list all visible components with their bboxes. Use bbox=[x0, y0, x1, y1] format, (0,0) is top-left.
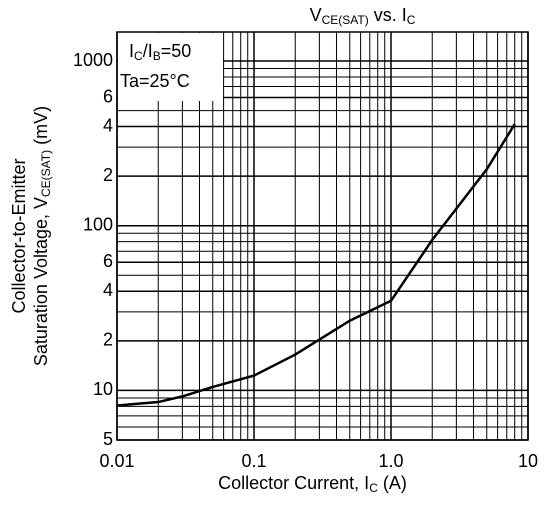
chart-title-part: CE(SAT) bbox=[322, 13, 369, 27]
x-tick-label: 0.1 bbox=[241, 451, 266, 471]
x-axis-title-part: Collector Current, I bbox=[218, 473, 369, 493]
y-tick-label: 6 bbox=[103, 251, 113, 271]
annotation-part: =50 bbox=[161, 41, 192, 61]
y-tick-label: 2 bbox=[103, 165, 113, 185]
y-axis-title-part: (mV) bbox=[31, 106, 51, 150]
y-axis-title: Collector-to-Emitter bbox=[9, 158, 29, 313]
x-axis-title-part: C bbox=[369, 481, 378, 495]
annotation-box bbox=[118, 33, 223, 101]
y-tick-label: 10 bbox=[93, 379, 113, 399]
y-tick-label: 6 bbox=[103, 86, 113, 106]
y-axis-title: Saturation Voltage, VCE(SAT) (mV) bbox=[31, 106, 53, 366]
annotation-part: B bbox=[153, 49, 161, 63]
y-axis-title-part: Collector-to-Emitter bbox=[9, 158, 29, 313]
y-tick-label: 4 bbox=[103, 115, 113, 135]
plot-frame bbox=[116, 31, 529, 441]
x-tick-label: 1.0 bbox=[378, 451, 403, 471]
x-tick-label: 10 bbox=[518, 451, 538, 471]
data-line bbox=[116, 123, 516, 407]
y-axis-title-part: Saturation Voltage, V bbox=[31, 197, 51, 366]
y-tick-label: 2 bbox=[103, 330, 113, 350]
chart-title-part: vs. I bbox=[369, 5, 407, 25]
y-axis-title-part: CE(SAT) bbox=[39, 150, 53, 197]
chart-title-part: V bbox=[310, 5, 322, 25]
annotation-part: I bbox=[129, 41, 134, 61]
y-tick-label: 5 bbox=[103, 429, 113, 449]
annotation-part: C bbox=[134, 49, 143, 63]
annotation: Ta=25°C bbox=[120, 71, 190, 91]
annotation: IC/IB=50 bbox=[129, 41, 191, 63]
annotation-part: /I bbox=[143, 41, 153, 61]
y-tick-label: 1000 bbox=[73, 50, 113, 70]
x-axis-title-part: (A) bbox=[378, 473, 407, 493]
chart-title: VCE(SAT) vs. IC bbox=[310, 5, 416, 27]
y-tick-label: 4 bbox=[103, 280, 113, 300]
x-axis-title: Collector Current, IC (A) bbox=[218, 473, 407, 495]
x-tick-label: 0.01 bbox=[99, 451, 134, 471]
chart-title-part: C bbox=[407, 13, 416, 27]
y-tick-label: 100 bbox=[83, 214, 113, 234]
annotation-part: Ta=25°C bbox=[120, 71, 190, 91]
